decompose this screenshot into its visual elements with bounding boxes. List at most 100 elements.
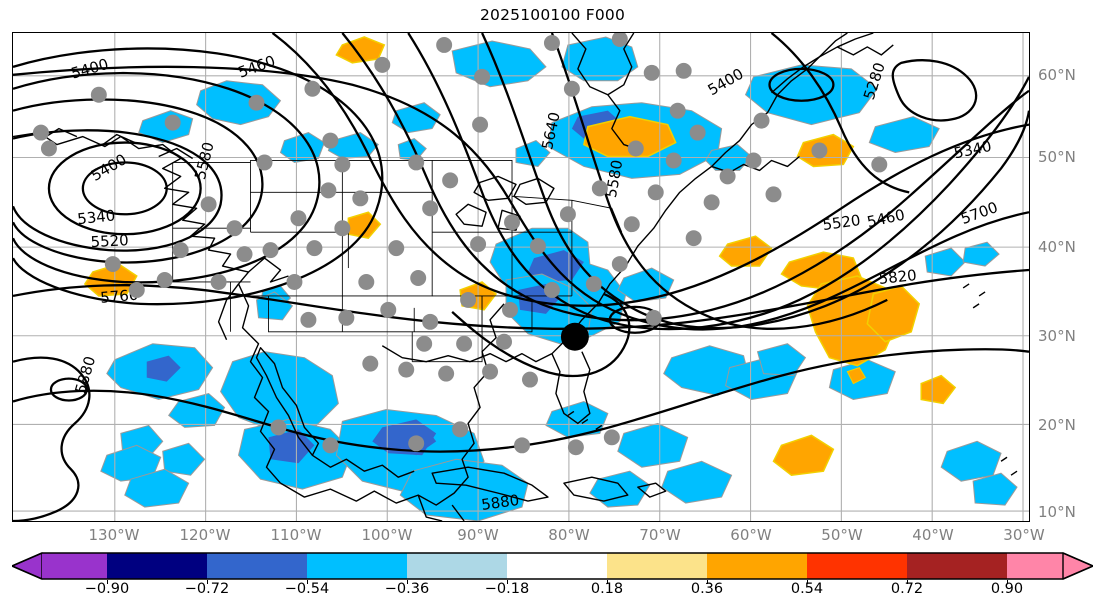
- station-dot: [334, 220, 351, 237]
- station-dot: [262, 242, 279, 259]
- station-dot: [603, 429, 620, 446]
- contour-label: 5880: [71, 354, 99, 395]
- station-dot: [172, 242, 189, 259]
- station-dot: [256, 154, 273, 171]
- anomaly-patch-cyan: [756, 343, 807, 377]
- station-dot: [689, 124, 706, 141]
- anomaly-patch-orange-sm: [846, 367, 867, 385]
- colorbar-tick-label: 0.90: [990, 581, 1024, 597]
- colorbar-extend-min: [12, 552, 43, 580]
- contour-label: 5520: [90, 231, 129, 251]
- lat-tick-label: 20°N: [1038, 416, 1076, 434]
- colorbar-cell: [1007, 553, 1063, 579]
- station-dot: [236, 246, 253, 263]
- station-dot: [226, 220, 243, 237]
- station-dot: [416, 335, 433, 352]
- station-dot: [482, 363, 499, 380]
- station-dot: [128, 281, 145, 298]
- station-dot: [611, 33, 628, 47]
- station-dot: [32, 124, 49, 141]
- anomaly-patch-orange: [920, 374, 957, 405]
- contour-label: 5280: [860, 60, 889, 102]
- station-dot: [645, 309, 662, 326]
- station-dot: [765, 186, 782, 203]
- lon-tick-label: 100°W: [361, 526, 413, 544]
- anomaly-patch-cyan: [972, 472, 1018, 506]
- lon-tick-label: 60°W: [730, 526, 772, 544]
- station-dot: [286, 274, 303, 290]
- station-dot: [504, 214, 521, 231]
- station-dot: [436, 36, 453, 53]
- station-dot: [502, 301, 519, 318]
- station-dot: [456, 335, 473, 352]
- station-dot: [408, 435, 425, 452]
- lon-tick-label: 40°W: [912, 526, 954, 544]
- anomaly-patch-darkblue: [268, 429, 315, 464]
- station-dot: [104, 256, 121, 273]
- anomaly-patch-cyan: [962, 241, 1000, 267]
- contour-layer: [13, 33, 1029, 521]
- colorbar-tick-label: 0.18: [590, 581, 624, 597]
- colorbar-tick-label: −0.36: [384, 581, 430, 597]
- station-dot: [156, 272, 173, 288]
- station-dot: [514, 437, 530, 454]
- station-dot: [304, 80, 321, 97]
- anomaly-patch-darkblue: [146, 355, 181, 382]
- colorbar-tick: [1007, 580, 1008, 584]
- colorbar-cell: [607, 553, 707, 579]
- station-dot: [338, 309, 355, 326]
- anomaly-patch-orange: [772, 434, 835, 476]
- anomaly-patch-cyan: [868, 116, 940, 154]
- contour-label: 5400: [88, 150, 130, 185]
- colorbar[interactable]: [12, 552, 1093, 580]
- station-dot: [871, 156, 888, 173]
- contour-label: 5520: [821, 211, 861, 234]
- colorbar-tick-label: −0.90: [84, 581, 130, 597]
- station-dot: [410, 270, 427, 286]
- contour-label: 5580: [191, 140, 218, 181]
- station-dot: [675, 62, 692, 79]
- station-dot: [529, 238, 546, 255]
- anomaly-patch-cyan: [515, 139, 551, 167]
- colorbar-extend-max: [1062, 552, 1093, 580]
- anomaly-patch-cyan: [391, 102, 441, 134]
- map-axes[interactable]: 5400 5460 5400 5340 5520 5580 5760 5880 …: [12, 32, 1030, 522]
- station-dot: [665, 152, 682, 169]
- anomaly-patch-cyan: [924, 247, 966, 277]
- lon-tick-label: 30°W: [1003, 526, 1045, 544]
- anomaly-patch-cyan: [744, 64, 878, 126]
- station-dot: [90, 86, 107, 103]
- colorbar-cell: [507, 553, 607, 579]
- lat-tick-label: 10°N: [1038, 503, 1076, 521]
- colorbar-cell: [107, 553, 207, 579]
- anomaly-patch-cyan: [617, 422, 689, 468]
- contour-label: 5400: [69, 55, 111, 83]
- station-dot: [380, 301, 397, 318]
- contour-label: 5400: [705, 65, 747, 100]
- lon-tick-label: 130°W: [88, 526, 140, 544]
- colorbar-tick-label: −0.18: [484, 581, 530, 597]
- contour-label: 5820: [878, 266, 918, 288]
- colorbar-tick-label: −0.72: [184, 581, 230, 597]
- lon-tick-label: 80°W: [548, 526, 590, 544]
- lat-tick-label: 40°N: [1038, 238, 1076, 256]
- contour-label: 5880: [480, 491, 520, 514]
- colorbar-outline: [12, 552, 1093, 580]
- anomaly-patch-cyan: [220, 351, 339, 432]
- contour-label: 5340: [76, 206, 116, 228]
- station-dot: [374, 56, 391, 73]
- station-dot: [811, 142, 828, 159]
- lon-tick-label: 110°W: [270, 526, 322, 544]
- cyclone-center-marker[interactable]: [560, 322, 589, 351]
- station-dot: [210, 274, 227, 290]
- colorbar-tick-label: 0.36: [690, 581, 724, 597]
- anomaly-patch-cyan: [661, 460, 733, 504]
- station-dot: [270, 419, 287, 436]
- station-dot-layer: [32, 33, 888, 456]
- colorbar-cell: [207, 553, 307, 579]
- station-dot: [623, 216, 640, 233]
- colorbar-tick: [407, 580, 408, 584]
- station-dot: [496, 333, 513, 350]
- station-dot: [703, 194, 720, 211]
- station-dot: [352, 190, 369, 207]
